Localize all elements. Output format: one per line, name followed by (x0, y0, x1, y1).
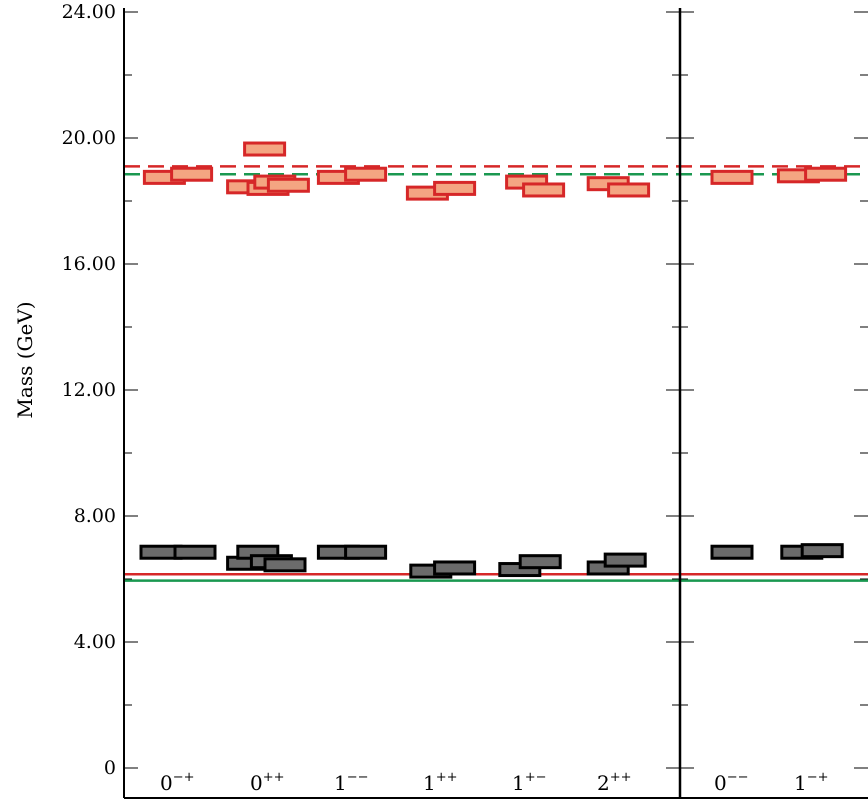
category-label: 0++ (250, 770, 285, 795)
category-labels: 0−+ 0++ 1−− 1++ 1+− 2++ 0−− 1−+ (160, 770, 829, 795)
lower-state-box (603, 552, 647, 568)
y-tick-label: 20.00 (62, 127, 116, 149)
y-tick-label: 24.00 (62, 1, 116, 23)
lower-state-box (710, 544, 754, 560)
y-tick-label: 4.00 (74, 631, 116, 653)
lower-state-box (263, 557, 307, 573)
lower-state-box (800, 543, 844, 559)
y-tick-label: 16.00 (62, 253, 116, 275)
lower-state-box (344, 544, 388, 560)
category-label: 1−+ (794, 770, 829, 795)
lower-state-box (518, 554, 562, 570)
upper-state-box (266, 177, 310, 193)
tick-marks (124, 11, 868, 769)
upper-state-box (607, 182, 651, 198)
y-axis-title: Mass (GeV) (13, 301, 37, 418)
lower-state-box (433, 560, 477, 576)
upper-state-box (522, 182, 566, 198)
category-label: 1++ (423, 770, 458, 795)
category-label: 2++ (597, 770, 632, 795)
lower-state-box (173, 544, 217, 560)
upper-state-box (344, 166, 388, 182)
y-tick-labels: 0 4.00 8.00 12.00 16.00 20.00 24.00 (62, 1, 116, 779)
category-label: 1−− (334, 770, 369, 795)
y-tick-label: 0 (104, 757, 116, 779)
category-label: 0−+ (160, 770, 195, 795)
reference-lines (124, 165, 868, 582)
upper-state-box (710, 169, 754, 185)
category-label: 1+− (512, 770, 547, 795)
state-boxes (139, 141, 848, 579)
y-tick-label: 12.00 (62, 379, 116, 401)
axes-frame (123, 8, 868, 799)
upper-state-box (243, 141, 287, 157)
upper-state-box (804, 166, 848, 182)
upper-state-box (433, 180, 477, 196)
y-tick-label: 8.00 (74, 505, 116, 527)
category-label: 0−− (714, 770, 749, 795)
upper-state-box (170, 166, 214, 182)
